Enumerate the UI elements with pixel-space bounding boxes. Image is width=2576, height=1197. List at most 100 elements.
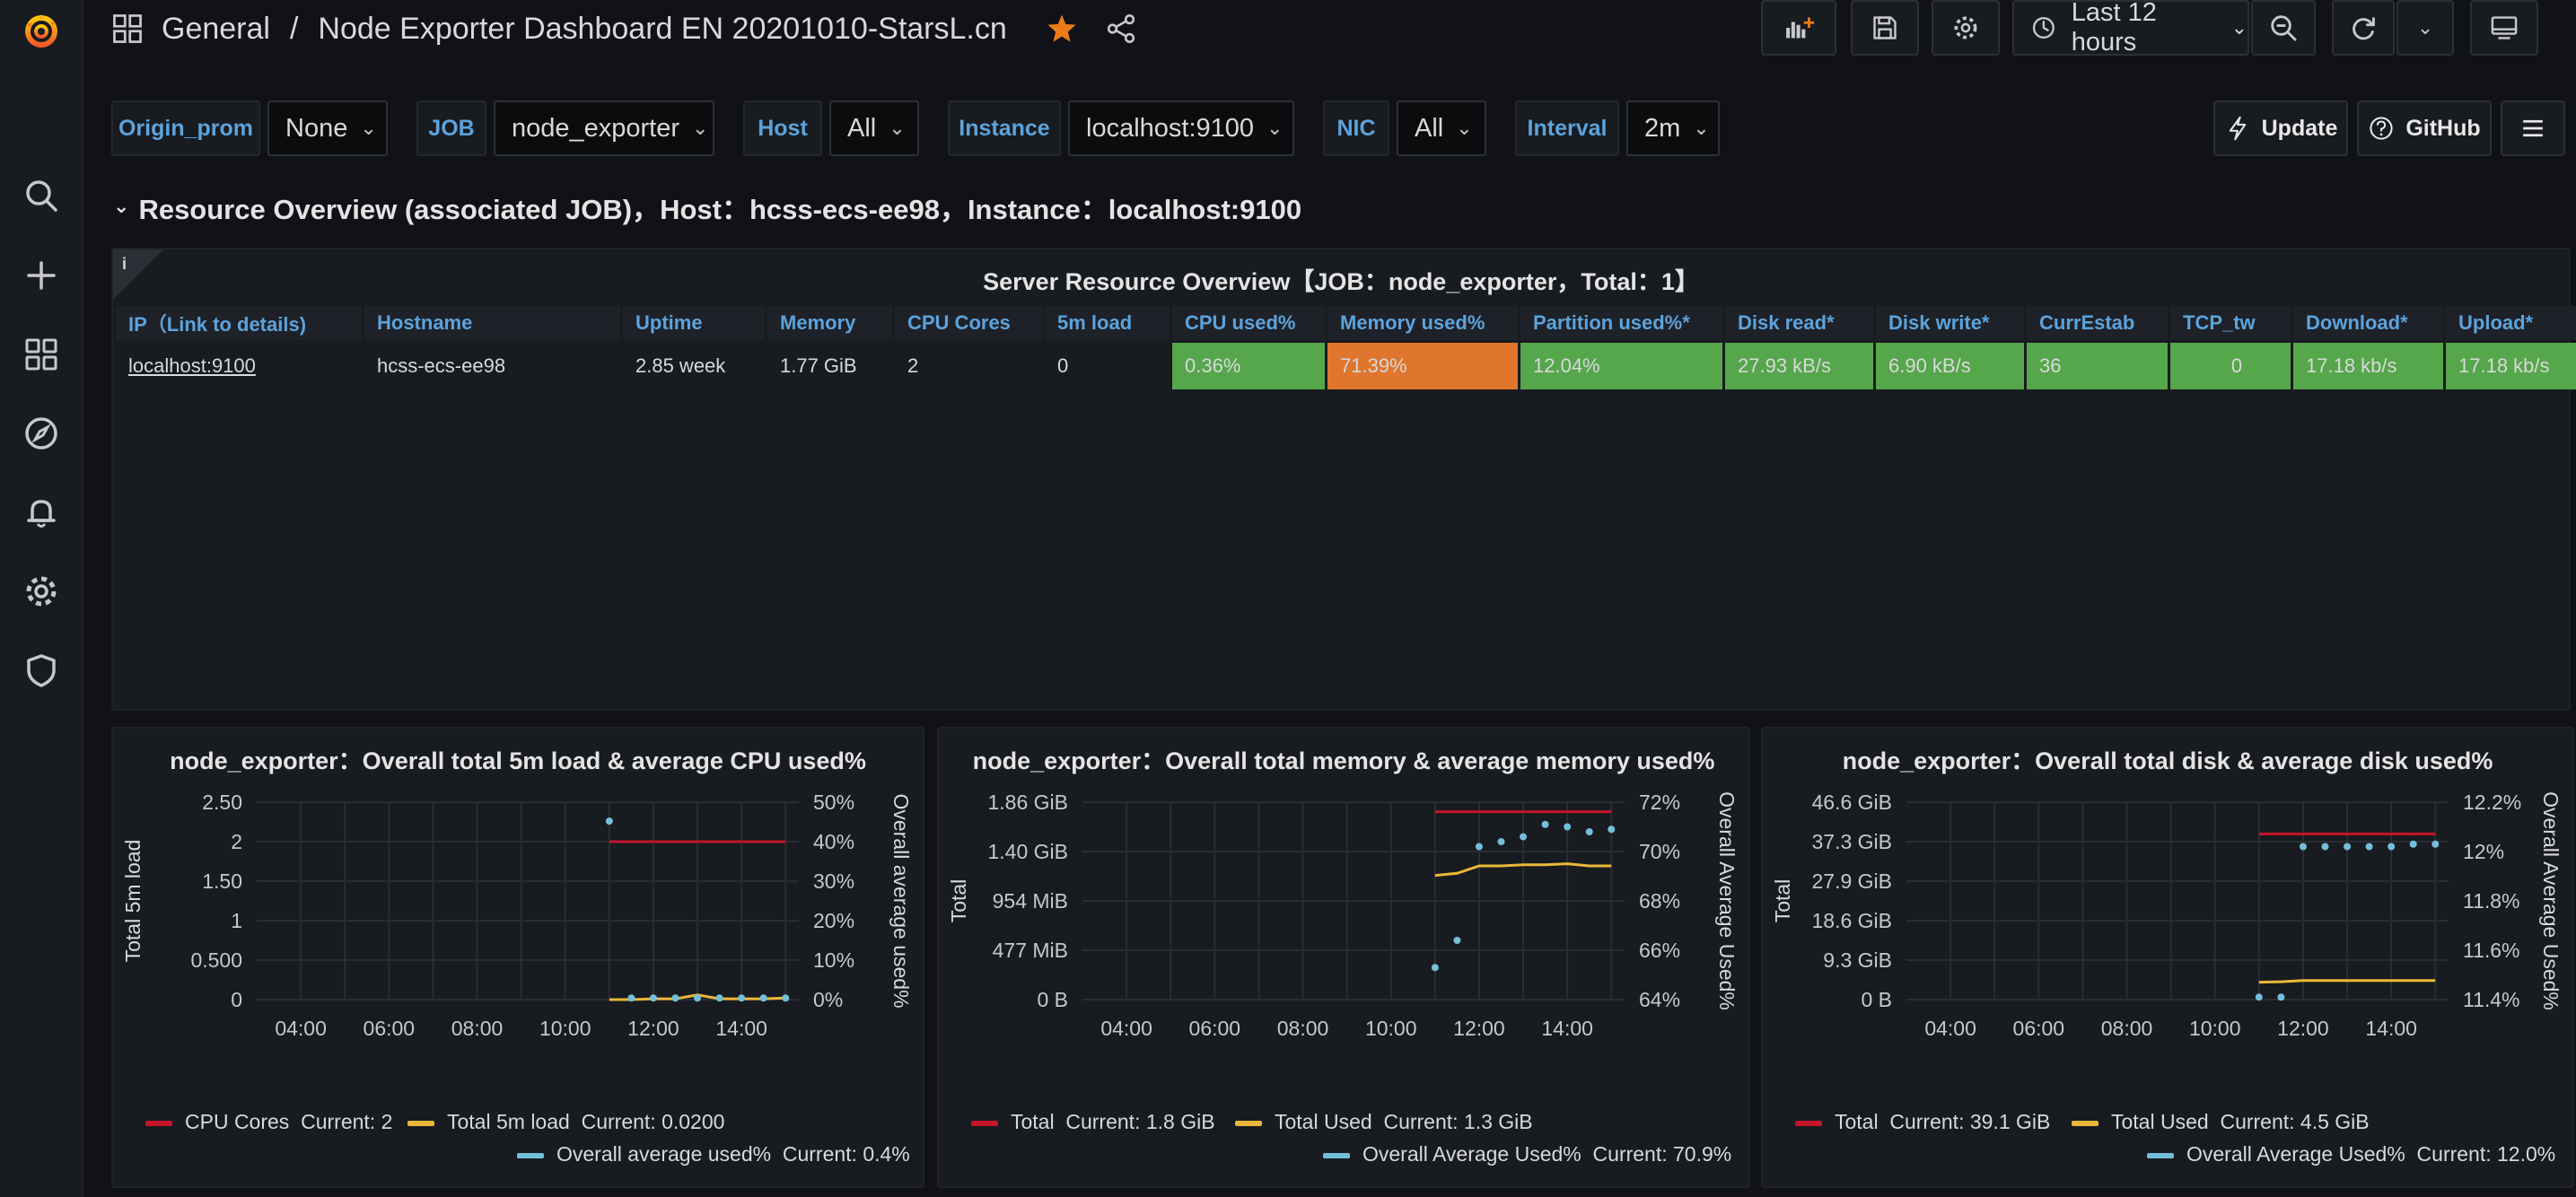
add-panel-button[interactable]	[1761, 0, 1836, 56]
configuration-gear-icon[interactable]	[13, 563, 70, 620]
table-cell: 2	[907, 354, 919, 377]
cycle-view-mode-button[interactable]	[2470, 0, 2538, 56]
column-header[interactable]: CPU Cores	[895, 306, 1042, 340]
variable-select-job[interactable]: node_exporter ⌄	[494, 100, 714, 156]
y-axis-title: Total 5m load	[121, 840, 145, 963]
column-header[interactable]: Download*	[2293, 306, 2443, 340]
refresh-interval-dropdown[interactable]: ⌄	[2396, 0, 2454, 56]
y2-axis-title: Overall Average Used%	[1715, 791, 1739, 1010]
y2-tick-label: 68%	[1639, 889, 1680, 913]
github-link-button[interactable]: GitHub	[2357, 100, 2492, 156]
y-tick-label: 1.40 GiB	[988, 840, 1069, 863]
column-header[interactable]: Disk read*	[1725, 306, 1873, 340]
update-link-button[interactable]: Update	[2213, 100, 2348, 156]
table-cell: 36	[2027, 343, 2168, 389]
server-resource-table: IP（Link to details) Hostname Uptime Memory C…	[113, 303, 2576, 392]
alerting-bell-icon[interactable]	[13, 484, 70, 541]
variable-label-instance: Instance	[948, 100, 1061, 156]
monitor-icon	[2491, 16, 2518, 39]
column-header[interactable]: CurrEstab	[2027, 306, 2168, 340]
variable-label-job: JOB	[416, 100, 486, 156]
column-header[interactable]: Memory used%	[1327, 306, 1518, 340]
table-cell: 71.39%	[1327, 343, 1518, 389]
share-icon[interactable]	[1104, 12, 1138, 46]
chart-title: node_exporter：Overall total memory & ave…	[972, 747, 1715, 774]
hamburger-menu-button[interactable]	[2501, 100, 2565, 156]
legend-item-total-used[interactable]: Total Used Current: 1.3 GiB	[1235, 1110, 1533, 1134]
y-tick-label: 27.9 GiB	[1812, 869, 1893, 893]
zoom-out-button[interactable]	[2251, 0, 2316, 56]
column-header[interactable]: Memory	[767, 306, 892, 340]
variable-select-host[interactable]: All ⌄	[829, 100, 919, 156]
y2-tick-label: 12%	[2463, 840, 2504, 863]
search-icon[interactable]	[13, 167, 70, 224]
legend-item-overall-average-used[interactable]: Overall average used% Current: 0.4%	[517, 1142, 910, 1166]
question-circle-icon	[2370, 117, 2393, 140]
disk-chart-panel: node_exporter：Overall total disk & avera…	[1761, 727, 2574, 1188]
variable-select-nic[interactable]: All ⌄	[1397, 100, 1486, 156]
variable-select-origin-prom[interactable]: None ⌄	[267, 100, 388, 156]
add-panel-icon	[1786, 17, 1815, 39]
save-dashboard-button[interactable]	[1851, 0, 1919, 56]
y2-tick-label: 66%	[1639, 939, 1680, 962]
column-header[interactable]: Uptime	[623, 306, 765, 340]
data-point	[671, 994, 679, 1002]
variable-label-host: Host	[743, 100, 822, 156]
refresh-button[interactable]	[2332, 0, 2395, 56]
refresh-icon	[2353, 17, 2375, 40]
chevron-down-icon: ⌄	[1693, 117, 1710, 139]
y2-tick-label: 64%	[1639, 988, 1680, 1011]
info-icon[interactable]: i	[122, 255, 127, 273]
y2-tick-label: 10%	[813, 948, 854, 972]
dashboard-settings-button[interactable]	[1932, 0, 2000, 56]
dashboards-grid-icon[interactable]	[13, 326, 70, 383]
gear-icon	[1954, 16, 1977, 39]
column-header[interactable]: 5m load	[1045, 306, 1170, 340]
data-point	[1541, 820, 1549, 828]
chevron-down-icon: ⌄	[113, 195, 130, 217]
time-range-picker[interactable]: Last 12 hours ⌄	[2012, 0, 2249, 57]
data-point	[2409, 840, 2417, 848]
star-favorite-icon[interactable]	[1045, 12, 1079, 46]
x-tick-label: 10:00	[539, 1017, 591, 1040]
x-tick-label: 06:00	[364, 1017, 416, 1040]
x-tick-label: 06:00	[2013, 1017, 2065, 1040]
y2-tick-label: 20%	[813, 909, 854, 932]
legend-item-total-used[interactable]: Total Used Current: 4.5 GiB	[2072, 1110, 2370, 1134]
legend-item-total[interactable]: Total Current: 1.8 GiB	[971, 1110, 1215, 1134]
panel-info-corner[interactable]	[113, 249, 163, 300]
data-point	[759, 994, 767, 1002]
dashboard-title[interactable]: Node Exporter Dashboard EN 20201010-Star…	[318, 11, 1007, 46]
legend-item-overall-average-used[interactable]: Overall Average Used% Current: 12.0%	[2147, 1142, 2555, 1166]
table-cell: 0	[2170, 343, 2291, 389]
column-header[interactable]: Disk write*	[1876, 306, 2024, 340]
column-header[interactable]: Upload*	[2446, 306, 2576, 340]
legend-item-cpu-cores[interactable]: CPU Cores Current: 2	[145, 1110, 392, 1134]
legend-item-overall-average-used[interactable]: Overall Average Used% Current: 70.9%	[1323, 1142, 1731, 1166]
column-header[interactable]: CPU used%	[1172, 306, 1325, 340]
data-point	[649, 994, 657, 1002]
variable-select-instance[interactable]: localhost:9100 ⌄	[1068, 100, 1294, 156]
server-admin-shield-icon[interactable]	[13, 642, 70, 699]
column-header[interactable]: TCP_tw	[2170, 306, 2291, 340]
grafana-logo-icon[interactable]	[13, 2, 70, 59]
data-point	[605, 817, 613, 826]
chevron-down-icon: ⌄	[2230, 16, 2247, 39]
row-header-resource-overview[interactable]: ⌄ Resource Overview (associated JOB)，Hos…	[113, 187, 1301, 226]
explore-compass-icon[interactable]	[13, 405, 70, 462]
y-tick-label: 477 MiB	[993, 939, 1068, 962]
legend-item-total[interactable]: Total Current: 39.1 GiB	[1795, 1110, 2050, 1134]
legend-item-total-5m-load[interactable]: Total 5m load Current: 0.0200	[407, 1110, 724, 1134]
variable-value: 2m	[1644, 113, 1681, 143]
y2-tick-label: 11.4%	[2463, 988, 2520, 1011]
table-row: localhost:9100 hcss-ecs-ee98 2.85 week 1.77…	[116, 343, 2576, 389]
y-tick-label: 2	[231, 830, 242, 853]
column-header[interactable]: Hostname	[364, 306, 620, 340]
host-detail-link[interactable]: localhost:9100	[128, 354, 256, 377]
column-header[interactable]: Partition used%*	[1520, 306, 1722, 340]
variable-select-interval[interactable]: 2m ⌄	[1626, 100, 1720, 156]
breadcrumb-folder[interactable]: General	[162, 11, 270, 46]
cpu-load-chart-panel: node_exporter：Overall total 5m load & av…	[111, 727, 924, 1188]
create-plus-icon[interactable]	[13, 247, 70, 304]
column-header[interactable]: IP（Link to details)	[116, 306, 362, 340]
